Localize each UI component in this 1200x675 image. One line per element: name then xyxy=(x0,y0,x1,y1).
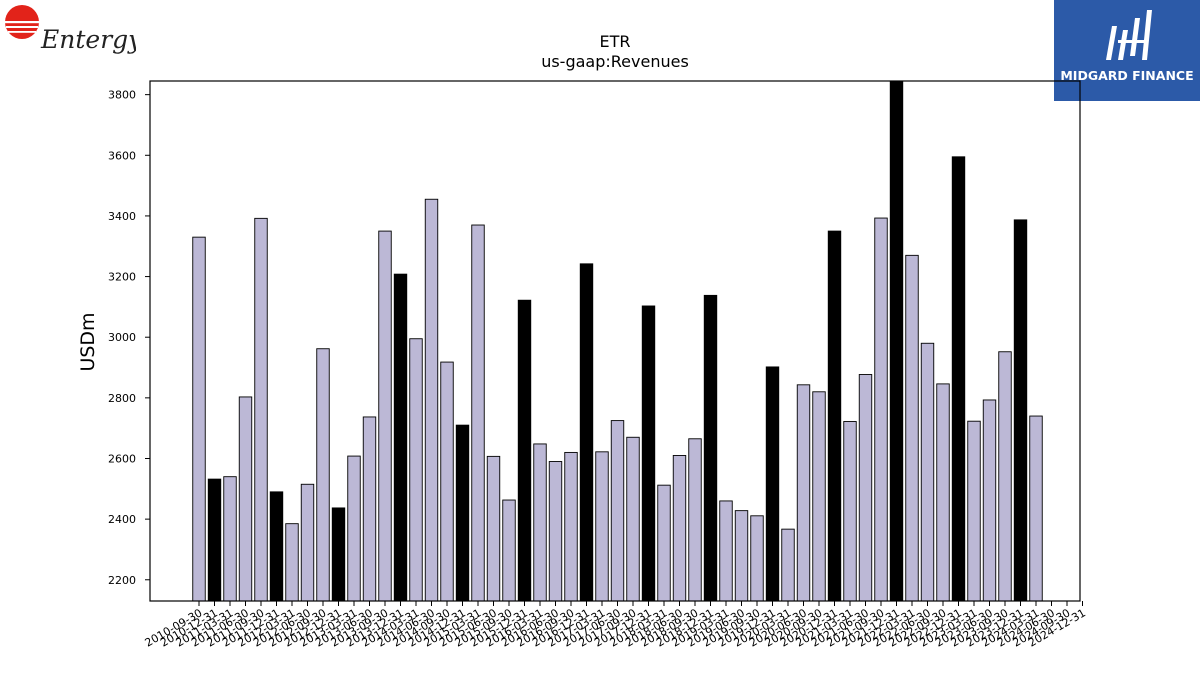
bar-2013-03-31 xyxy=(347,455,361,602)
bar-2014-06-30 xyxy=(424,198,439,602)
bar-2023-03-31 xyxy=(967,420,981,602)
bar-2020-03-31 xyxy=(781,528,795,602)
bar-2014-09-30 xyxy=(440,361,454,602)
y-tick-label: 2200 xyxy=(108,574,136,587)
bar-2019-09-30 xyxy=(750,515,764,602)
bar-2017-09-30 xyxy=(626,436,640,602)
bar-2011-06-30 xyxy=(238,396,253,602)
entergy-wordmark: Entergy xyxy=(40,25,136,54)
bar-2017-12-31 xyxy=(641,305,656,602)
bar-2010-12-31 xyxy=(207,478,222,602)
midgard-finance-logo: MIDGARD FINANCE xyxy=(1054,0,1200,101)
bar-2012-06-30 xyxy=(300,483,315,602)
bar-2015-06-30 xyxy=(486,455,501,602)
y-tick-label: 3600 xyxy=(108,149,136,162)
bars-group xyxy=(192,80,1043,602)
bar-2011-03-31 xyxy=(223,476,237,602)
bar-2017-06-30 xyxy=(610,420,625,602)
bar-2012-09-30 xyxy=(316,348,330,602)
bar-2018-06-30 xyxy=(672,455,687,602)
bar-2011-12-31 xyxy=(269,491,284,602)
bar-2010-09-30 xyxy=(192,236,206,602)
bar-2011-09-30 xyxy=(254,217,268,602)
bar-2023-06-30 xyxy=(982,399,997,602)
bar-2015-09-30 xyxy=(502,499,516,602)
bar-2014-12-31 xyxy=(455,424,470,602)
y-tick-label: 3000 xyxy=(108,331,136,344)
bar-2019-06-30 xyxy=(734,510,749,602)
bar-2021-09-30 xyxy=(874,217,888,602)
bar-2016-12-31 xyxy=(579,263,594,602)
bar-2014-03-31 xyxy=(409,338,423,602)
y-tick-label: 3400 xyxy=(108,210,136,223)
y-tick-label: 3800 xyxy=(108,89,136,102)
bar-2015-03-31 xyxy=(471,224,485,602)
y-axis: 2200 2400 2600 2800 3000 3200 3400 3600 3800 xyxy=(108,89,150,587)
bar-2015-12-31 xyxy=(517,299,532,602)
bar-2022-03-31 xyxy=(905,254,919,602)
bar-2021-12-31 xyxy=(889,80,904,602)
y-tick-label: 2400 xyxy=(108,513,136,526)
plot-frame xyxy=(149,80,1081,602)
bar-2016-03-31 xyxy=(533,443,547,602)
bar-2012-12-31 xyxy=(331,507,346,602)
chart-subtitle: us-gaap:Revenues xyxy=(541,52,689,71)
bar-2021-06-30 xyxy=(858,374,873,602)
midgard-wordmark: MIDGARD FINANCE xyxy=(1060,68,1194,83)
x-axis: 2010-09-302010-12-312011-03-312011-06-30… xyxy=(143,601,1088,650)
entergy-logo: Entergy xyxy=(4,4,143,58)
bar-2012-03-31 xyxy=(285,523,299,602)
y-axis-label: USDm xyxy=(77,312,99,371)
bar-2024-03-31 xyxy=(1029,415,1043,602)
bar-2019-03-31 xyxy=(719,500,733,602)
y-tick-label: 2800 xyxy=(108,392,136,405)
bar-2016-06-30 xyxy=(548,461,563,602)
bar-2022-06-30 xyxy=(920,342,935,602)
y-tick-label: 2600 xyxy=(108,452,136,465)
bar-2021-03-31 xyxy=(843,421,857,602)
bar-2020-09-30 xyxy=(812,391,826,602)
bar-2023-12-31 xyxy=(1013,219,1028,602)
bar-2018-12-31 xyxy=(703,294,718,602)
bar-2018-03-31 xyxy=(657,484,671,602)
chart-title: ETR xyxy=(600,32,631,51)
bar-2018-09-30 xyxy=(688,438,702,602)
bar-2013-09-30 xyxy=(378,230,392,602)
bar-2016-09-30 xyxy=(564,451,578,602)
bar-2013-12-31 xyxy=(393,273,408,602)
y-tick-label: 3200 xyxy=(108,271,136,284)
bar-2023-09-30 xyxy=(998,351,1012,602)
bar-2020-12-31 xyxy=(827,230,842,602)
bar-2013-06-30 xyxy=(362,416,377,602)
bar-2022-09-30 xyxy=(936,383,950,602)
bar-2022-12-31 xyxy=(951,156,966,602)
bar-2020-06-30 xyxy=(796,384,811,602)
bar-2019-12-31 xyxy=(765,366,780,602)
bar-2017-03-31 xyxy=(595,451,609,602)
